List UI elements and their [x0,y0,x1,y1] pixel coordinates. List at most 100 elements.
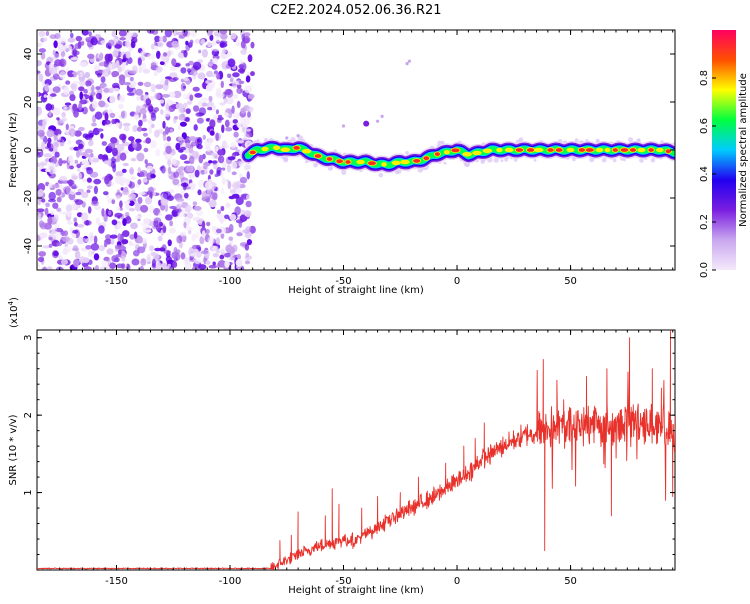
noise-blob [220,169,224,178]
noise-blob [143,218,151,225]
noise-blob [219,102,226,106]
noise-blob [98,62,105,67]
noise-blob [48,66,58,75]
noise-blob [188,173,195,179]
noise-blob [48,110,52,117]
noise-blob [223,252,231,258]
noise-blob [56,196,62,203]
noise-blob [63,105,68,110]
noise-blob [38,73,44,82]
ridge-hotspot [356,159,365,165]
noise-blob [109,95,116,104]
noise-blob [155,224,161,232]
ridge-hotspot [335,158,344,164]
noise-blob [129,76,134,82]
noise-blob [111,199,116,205]
noise-blob [176,31,184,36]
noise-blob [209,34,214,41]
noise-blob [245,131,253,138]
noise-blob [125,178,131,186]
noise-blob [180,82,186,92]
noise-blob [37,263,41,269]
noise-blob [93,253,100,261]
noise-blob [90,243,100,251]
noise-blob [146,254,151,262]
noise-blob [201,49,208,58]
noise-blob [88,250,93,258]
ridge-hotspot [604,147,611,153]
noise-blob [103,86,110,95]
noise-blob [93,235,98,245]
noise-blob [159,36,164,42]
noise-blob [104,53,111,62]
noise-blob [45,30,50,36]
noise-blob [228,223,234,233]
noise-blob [87,85,92,93]
noise-blob [40,141,46,150]
noise-blob [208,200,217,208]
noise-blob [112,49,119,58]
ridge-hotspot [656,147,664,153]
noise-blob [226,164,232,173]
noise-blob [191,233,197,242]
noise-blob [50,210,55,216]
noise-blob [103,242,108,248]
noise-blob [247,93,255,100]
noise-blob [112,87,120,92]
noise-blob [67,140,72,144]
noise-blob [200,250,209,255]
noise-blob [190,70,198,76]
noise-blob [206,221,211,227]
noise-blob [229,189,236,194]
noise-blob [74,159,79,164]
colorbar-tick-label: 0.6 [699,118,710,134]
noise-blob [114,226,118,235]
noise-blob [238,64,245,69]
stray-point [296,134,300,138]
noise-blob [192,61,202,70]
noise-blob [172,77,179,81]
ridge-hotspot [422,155,430,161]
noise-blob [154,35,161,42]
noise-blob [202,134,206,140]
noise-blob [246,239,252,246]
noise-blob [61,236,70,243]
spectrogram-stray-points [285,59,411,140]
noise-blob [129,168,134,175]
ridge-hotspot [344,159,352,165]
ridge-hotspot [261,146,269,152]
noise-blob [103,213,108,222]
noise-blob [225,144,230,149]
noise-blob [236,100,241,109]
colorbar-gradient [712,30,736,270]
noise-blob [228,195,235,200]
noise-blob [157,235,163,242]
noise-blob [155,262,163,270]
noise-blob [128,70,137,74]
colorbar-tick-label: 0.2 [699,214,710,230]
noise-blob [192,248,199,253]
noise-blob [37,107,43,116]
noise-blob [176,235,183,244]
noise-blob [197,189,202,196]
noise-blob [194,38,201,44]
noise-blob [171,58,177,66]
noise-blob [49,62,55,69]
noise-blob [244,243,250,251]
noise-blob [121,263,126,270]
ridge-hotspot [433,151,441,157]
noise-blob [175,103,184,110]
noise-blob [115,194,121,200]
noise-blob [182,30,188,37]
noise-blob [197,72,206,80]
snr-y-multiplier: (x104) [7,297,20,328]
noise-blob [215,249,221,254]
noise-blob [37,213,42,218]
noise-blob [85,219,90,226]
noise-blob [153,70,159,76]
noise-blob [38,48,47,53]
noise-blob [150,83,156,93]
noise-blob [215,132,219,142]
noise-blob [91,200,99,206]
noise-blob [85,167,91,171]
